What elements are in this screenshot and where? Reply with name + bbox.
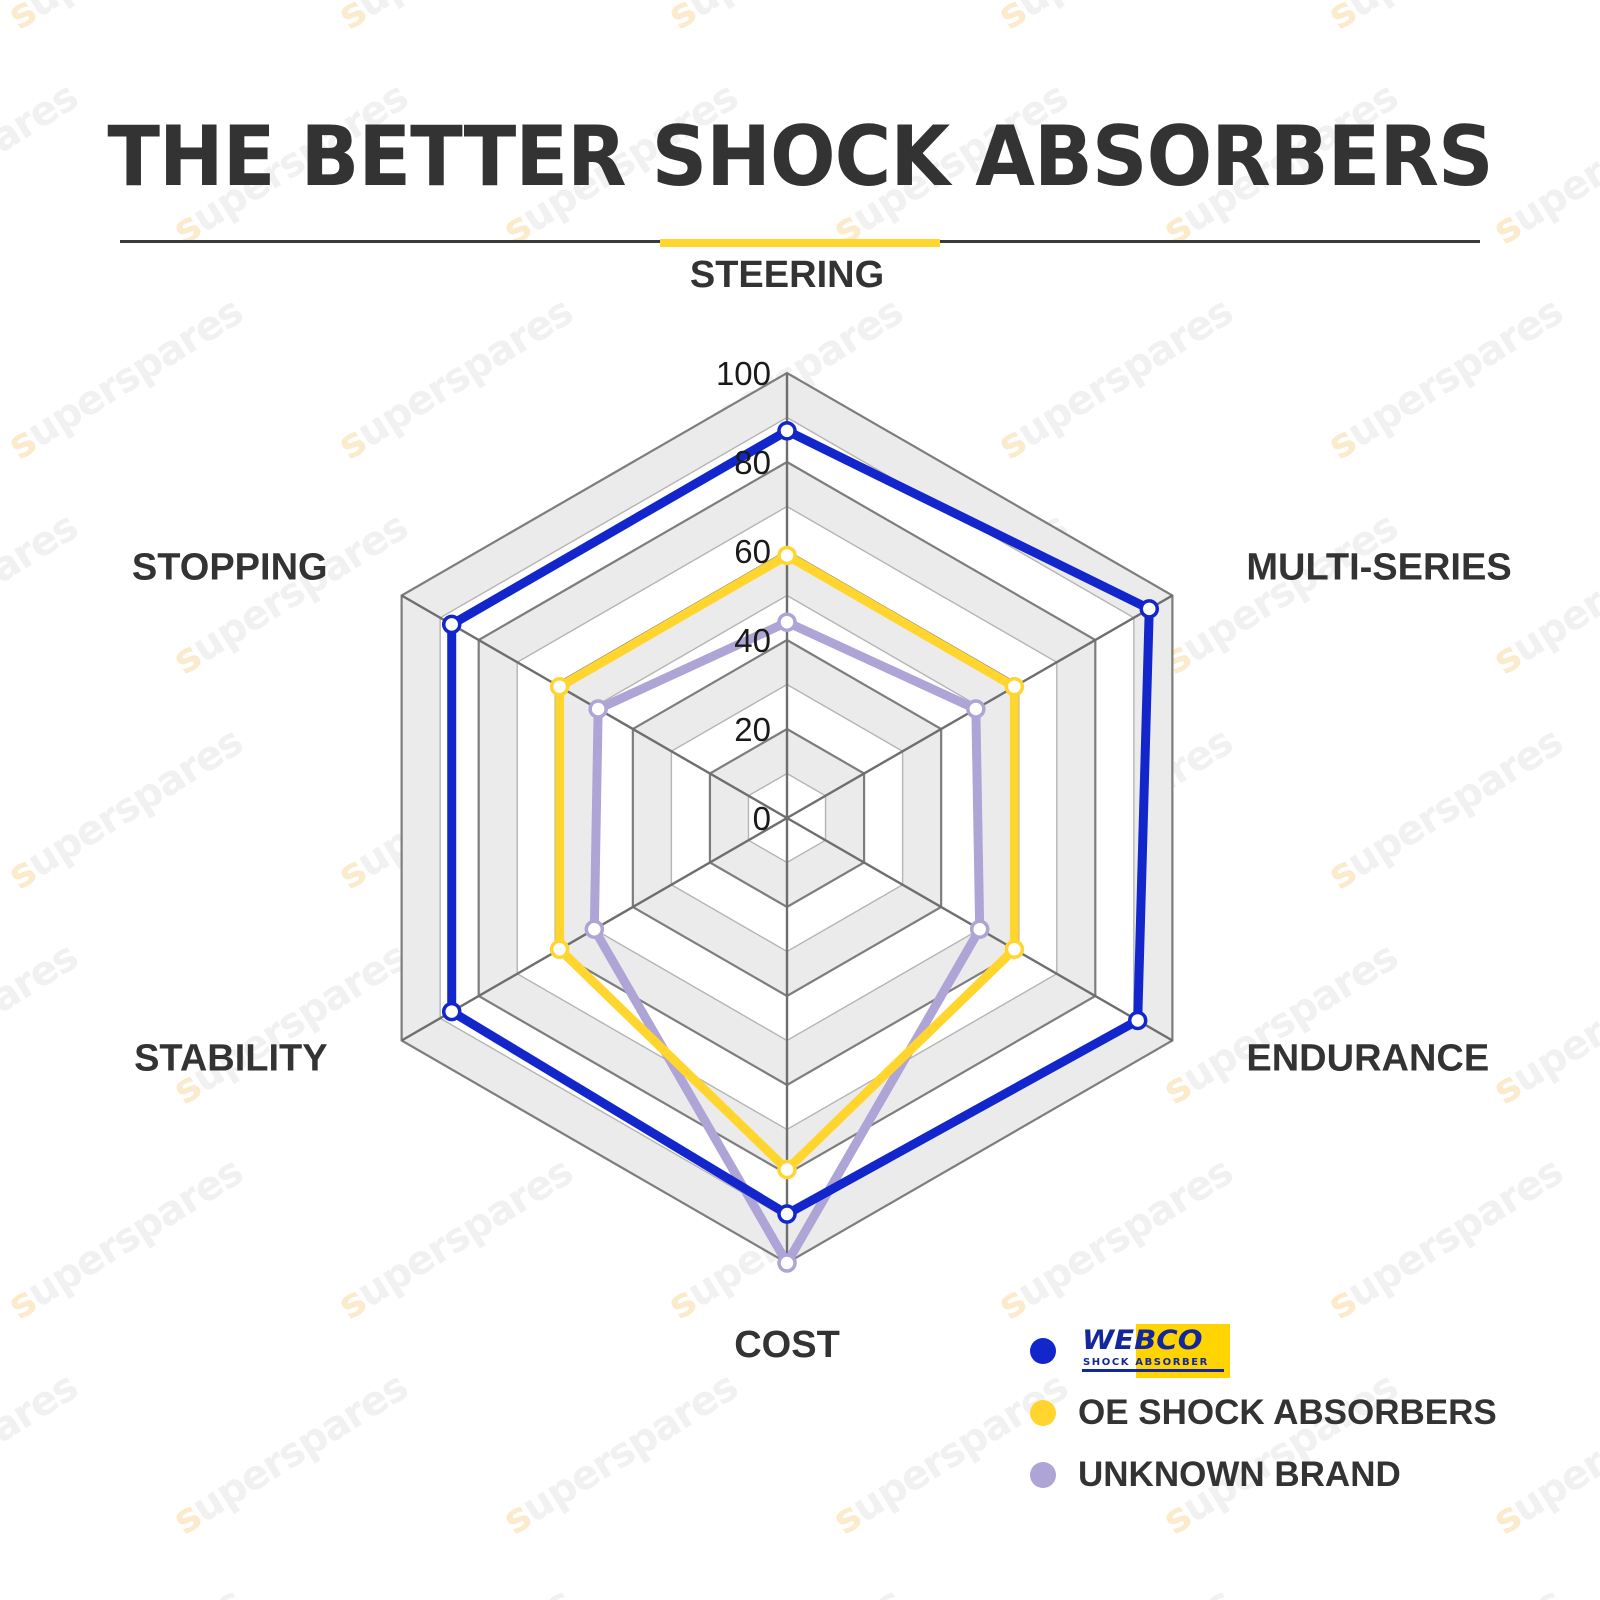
- radar-data-point: [1127, 1010, 1148, 1031]
- header: THE BETTER SHOCK ABSORBERS: [0, 0, 1600, 247]
- legend-color-swatch-unknown: [1030, 1462, 1056, 1488]
- legend-item-unknown-brand[interactable]: UNKNOWN BRAND: [1030, 1444, 1530, 1506]
- radar-axis-labels: STEERING MULTI-SERIES ENDURANCE COST STABILI…: [132, 254, 1512, 1366]
- legend-label-oe: OE SHOCK ABSORBERS: [1078, 1393, 1497, 1432]
- radar-data-point: [584, 919, 605, 939]
- radar-data-point: [588, 699, 608, 719]
- webco-logo: WEBCO SHOCK ABSORBER: [1078, 1324, 1230, 1378]
- page-title: THE BETTER SHOCK ABSORBERS: [107, 108, 1493, 205]
- radar-tick-label: 0: [753, 800, 771, 837]
- radar-data-point: [441, 1001, 462, 1022]
- radar-tick-labels: 0 20 40 60 80 100: [716, 355, 771, 837]
- radar-axis-label-cost: COST: [734, 1324, 840, 1366]
- webco-logo-subtitle: SHOCK ABSORBER: [1083, 1357, 1209, 1368]
- radar-data-point: [549, 939, 570, 960]
- radar-axis-label-stopping: STOPPING: [132, 547, 328, 589]
- radar-data-point: [1139, 599, 1160, 619]
- radar-tick-label: 60: [734, 533, 771, 570]
- radar-data-point: [969, 919, 990, 939]
- radar-data-point: [777, 545, 797, 566]
- title-divider: [120, 239, 1480, 247]
- radar-data-point: [966, 699, 986, 719]
- radar-tick-label: 20: [734, 711, 771, 748]
- radar-tick-label: 80: [734, 444, 771, 481]
- radar-data-point: [777, 1204, 797, 1224]
- webco-logo-underline: [1082, 1369, 1224, 1372]
- legend-item-oe-shock-absorbers[interactable]: OE SHOCK ABSORBERS: [1030, 1382, 1530, 1444]
- radar-axis-label-stability: STABILITY: [134, 1038, 328, 1080]
- radar-data-point: [777, 1253, 797, 1273]
- radar-axis-label-endurance: ENDURANCE: [1246, 1038, 1489, 1080]
- radar-series-layer: [441, 421, 1160, 1273]
- radar-data-point: [777, 1159, 797, 1180]
- legend-color-swatch-oe: [1030, 1400, 1056, 1426]
- radar-tick-label: 100: [716, 355, 771, 392]
- radar-data-point: [777, 421, 797, 441]
- title-divider-accent: [660, 239, 940, 247]
- legend-label-unknown: UNKNOWN BRAND: [1078, 1455, 1401, 1494]
- legend-color-swatch-webco: [1030, 1338, 1056, 1364]
- webco-logo-wordmark: WEBCO: [1082, 1325, 1203, 1356]
- radar-data-point: [549, 676, 570, 697]
- radar-tick-label: 40: [734, 622, 771, 659]
- radar-axis-label-steering: STEERING: [690, 254, 884, 296]
- radar-data-point: [777, 612, 797, 632]
- radar-data-point: [441, 614, 462, 635]
- legend-item-webco[interactable]: WEBCO SHOCK ABSORBER: [1030, 1320, 1530, 1382]
- radar-data-point: [1004, 676, 1025, 697]
- radar-data-point: [1004, 939, 1025, 960]
- radar-axis-label-multi-series: MULTI-SERIES: [1246, 547, 1511, 589]
- chart-legend: WEBCO SHOCK ABSORBER OE SHOCK ABSORBERS …: [1030, 1320, 1530, 1506]
